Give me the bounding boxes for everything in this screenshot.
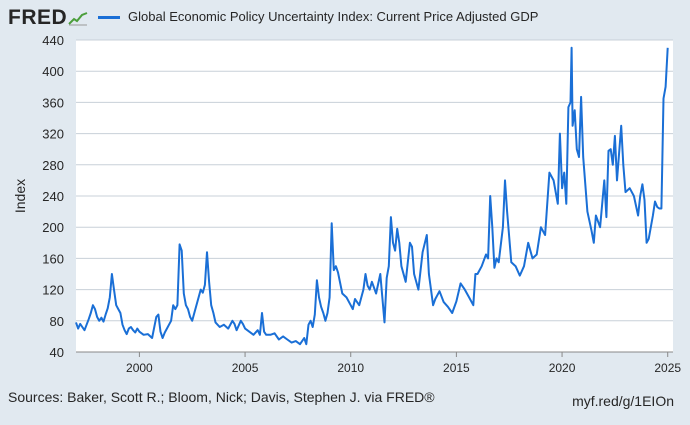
x-tick-label: 2015 <box>443 361 470 375</box>
source-credit: Sources: Baker, Scott R.; Bloom, Nick; D… <box>8 389 435 405</box>
y-tick-label: 160 <box>42 251 64 266</box>
y-tick-label: 80 <box>50 314 64 329</box>
y-tick-label: 120 <box>42 283 64 298</box>
y-tick-label: 400 <box>42 64 64 79</box>
line-chart-icon <box>68 10 89 26</box>
x-tick-label: 2020 <box>549 361 576 375</box>
y-tick-label: 40 <box>50 345 64 360</box>
y-tick-label: 360 <box>42 95 64 110</box>
y-axis-label: Index <box>12 179 28 213</box>
fred-wordmark: FRED <box>8 6 68 29</box>
y-tick-label: 200 <box>42 220 64 235</box>
series-line <box>75 46 669 346</box>
y-tick-label: 240 <box>42 189 64 204</box>
x-tick-label: 2025 <box>654 361 681 375</box>
legend-swatch <box>98 16 120 19</box>
line-chart: 40 80 120 160 200 240 280 320 360 400 440 2000 2005 2… <box>12 33 681 375</box>
y-tick-label: 440 <box>42 33 64 48</box>
y-tick-label: 320 <box>42 127 64 142</box>
x-tick-label: 2000 <box>126 361 153 375</box>
short-url-link[interactable]: myf.red/g/1EIOn <box>572 393 674 409</box>
x-tick-label: 2010 <box>337 361 364 375</box>
legend-label: Global Economic Policy Uncertainty Index… <box>128 9 539 24</box>
fred-logo[interactable]: FRED <box>8 6 89 30</box>
y-tick-label: 280 <box>42 158 64 173</box>
x-tick-label: 2005 <box>232 361 259 375</box>
